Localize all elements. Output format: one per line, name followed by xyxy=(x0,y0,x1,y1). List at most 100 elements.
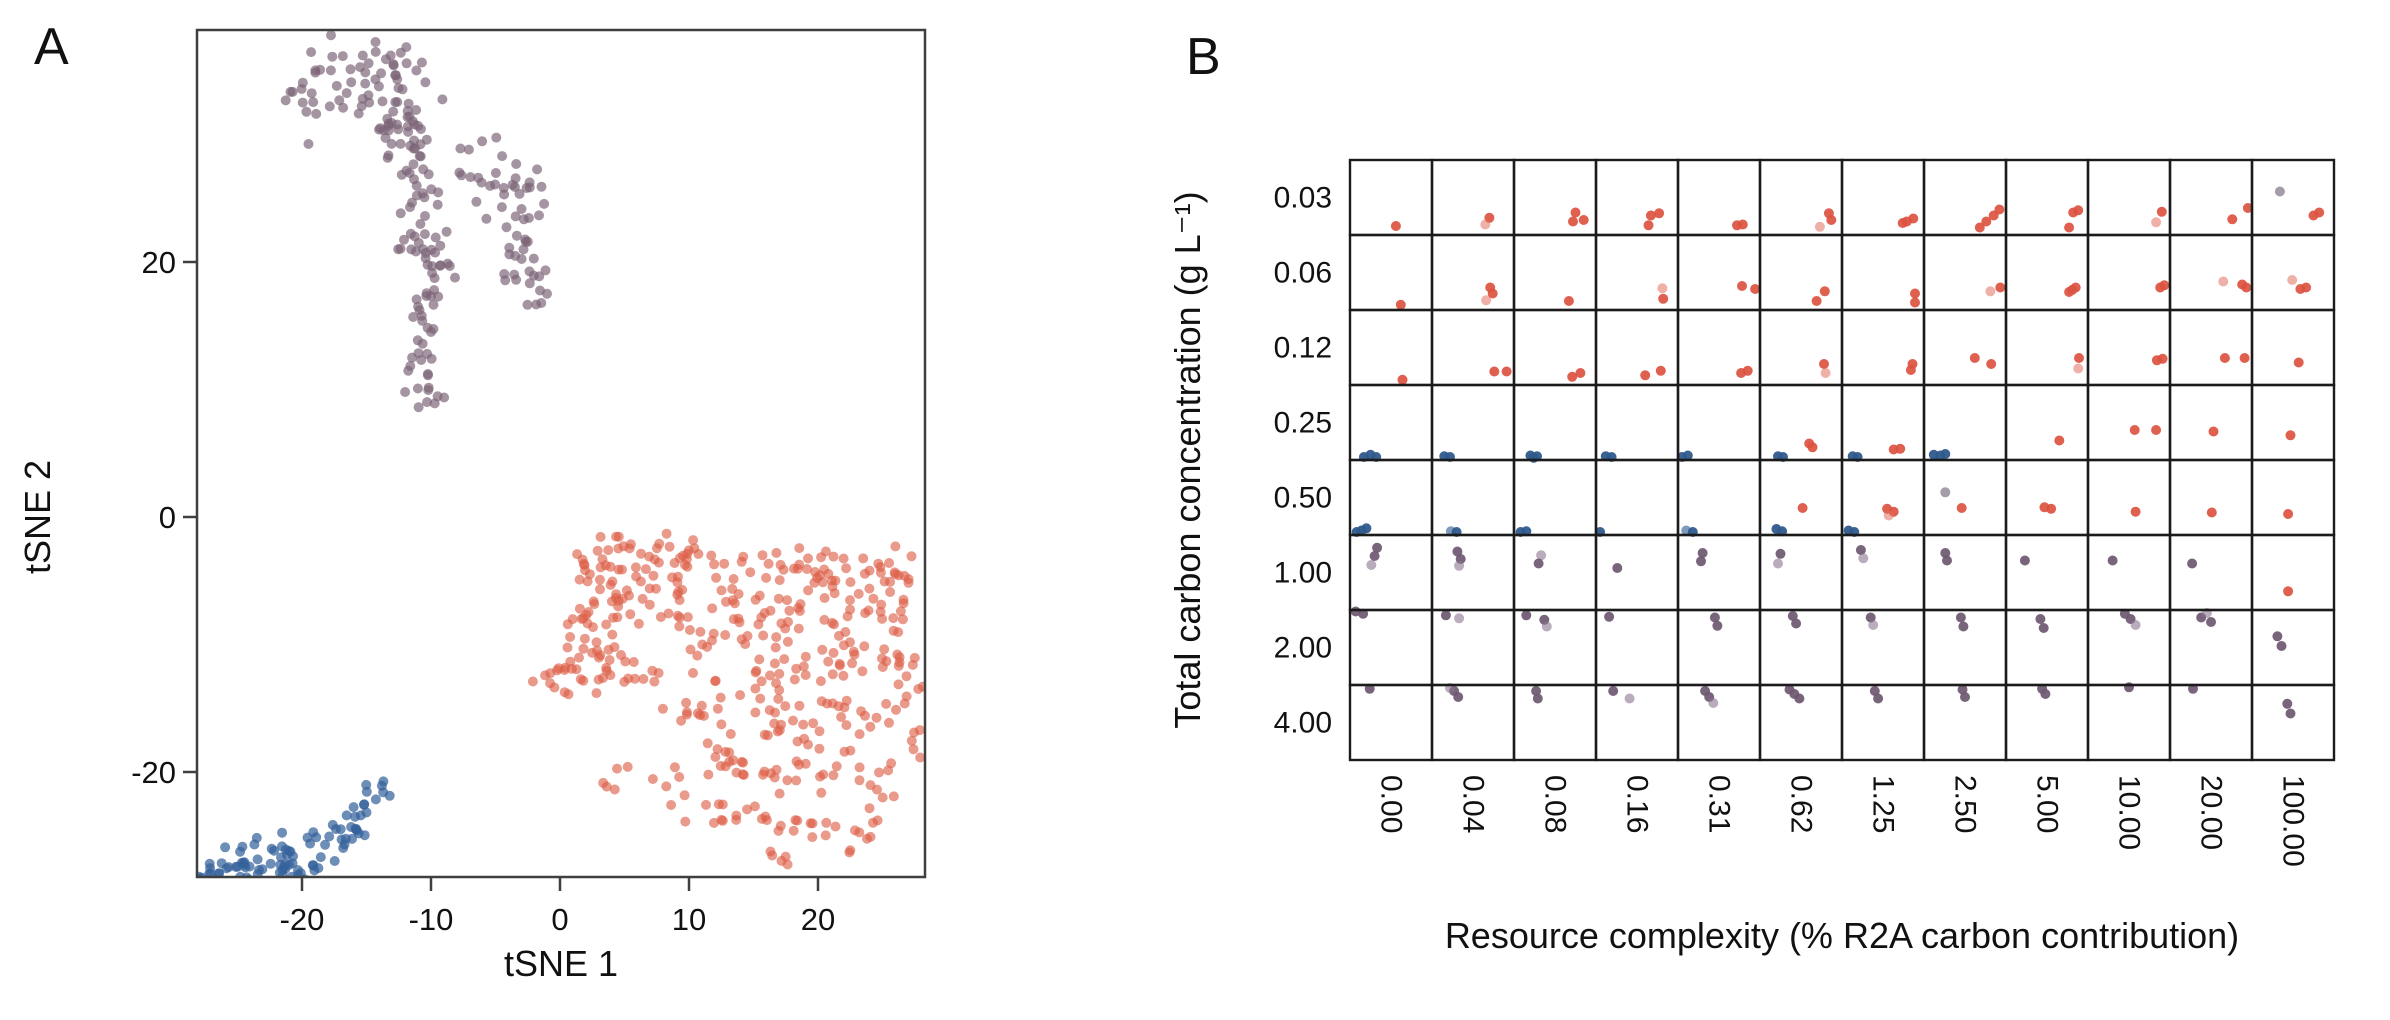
facet-cell-border xyxy=(1512,233,1598,312)
col-label-20.00: 20.00 xyxy=(2195,775,2228,850)
facet-cell-r1c0 xyxy=(1395,299,1406,310)
facet-cell-r5c1 xyxy=(1452,546,1466,571)
facet-cell-r6c11 xyxy=(2272,631,2287,651)
facet-cell-border xyxy=(1430,608,1516,687)
facet-cell-r0c11 xyxy=(2274,186,2325,221)
facet-cell-border xyxy=(2168,683,2254,762)
facet-cell-border xyxy=(1758,533,1844,612)
facet-grid-lines xyxy=(1348,158,2336,762)
facet-cell-r3c10 xyxy=(2208,426,2219,437)
facet-cell-r5c7 xyxy=(1940,548,1952,566)
facet-cell-border xyxy=(2250,383,2336,462)
facet-cell-border xyxy=(1348,683,1434,762)
facet-cell-border xyxy=(2086,383,2172,462)
col-label-100.00: 100.00 xyxy=(2277,775,2310,867)
facet-cell-r6c8 xyxy=(2035,614,2049,633)
facet-cell-r0c5 xyxy=(1814,208,1837,232)
facet-cell-border xyxy=(1922,233,2008,312)
cluster-purple-community xyxy=(280,30,552,413)
facet-cell-r5c2 xyxy=(1533,550,1547,569)
facet-cell-r2c5 xyxy=(1819,359,1831,378)
facet-cell-border xyxy=(1594,383,1680,462)
facet-cell-border xyxy=(1430,533,1516,612)
facet-cell-border xyxy=(2168,458,2254,537)
facet-cell-border xyxy=(1758,383,1844,462)
col-label-0.31: 0.31 xyxy=(1703,775,1736,833)
facet-cell-border xyxy=(1430,458,1516,537)
col-label-0.16: 0.16 xyxy=(1621,775,1654,833)
facet-cell-border xyxy=(2004,608,2090,687)
facet-cell-r1c6 xyxy=(1910,288,1920,308)
facet-cell-border xyxy=(1594,458,1680,537)
facet-cell-r0c9 xyxy=(2151,206,2167,228)
facet-cell-border xyxy=(2004,533,2090,612)
panel-a: A -20 -10 0 10 20 20 0 -20 tSNE 1 tSNE 2 xyxy=(17,18,927,984)
facet-cell-border xyxy=(1758,233,1844,312)
facet-cell-border xyxy=(1922,458,2008,537)
facet-cell-r4c6 xyxy=(1843,503,1899,537)
row-label-2.00: 2.00 xyxy=(1274,632,1332,665)
col-label-0.08: 0.08 xyxy=(1539,775,1572,833)
facet-cell-border xyxy=(1840,383,1926,462)
facet-cell-border xyxy=(2250,233,2336,312)
facet-cell-border xyxy=(1594,683,1680,762)
facet-cell-r7c9 xyxy=(2124,682,2134,693)
facet-cell-border xyxy=(1430,383,1516,462)
facet-cell-r3c5 xyxy=(1773,438,1818,462)
facet-cell-r2c4 xyxy=(1736,365,1753,378)
facet-cell-border xyxy=(2250,533,2336,612)
facet-cell-r5c10 xyxy=(2187,558,2198,569)
facet-cell-border xyxy=(2168,233,2254,312)
cluster-red-community xyxy=(527,528,925,870)
facet-cell-r0c6 xyxy=(1897,213,1919,228)
facet-grid-points xyxy=(1350,186,2325,719)
facet-cell-r0c1 xyxy=(1480,212,1495,230)
facet-cell-r6c6 xyxy=(1865,612,1879,630)
facet-cell-r1c3 xyxy=(1657,283,1669,304)
facet-cell-r6c5 xyxy=(1787,611,1802,629)
facet-cell-r5c9 xyxy=(2107,555,2118,566)
col-label-5.00: 5.00 xyxy=(2031,775,2064,833)
facet-cell-border xyxy=(2004,233,2090,312)
row-label-0.25: 0.25 xyxy=(1274,407,1332,440)
facet-cell-r2c8 xyxy=(2073,353,2084,374)
col-label-2.50: 2.50 xyxy=(1949,775,1982,833)
facet-cell-border xyxy=(1922,158,2008,237)
facet-cell-r1c7 xyxy=(1985,282,2006,297)
facet-cell-r1c10 xyxy=(2218,276,2252,293)
row-label-0.06: 0.06 xyxy=(1274,257,1332,290)
facet-cell-r5c3 xyxy=(1612,563,1623,573)
y-tick-label: -20 xyxy=(131,755,176,790)
col-label-0.04: 0.04 xyxy=(1457,775,1490,833)
facet-cell-r1c5 xyxy=(1811,286,1830,306)
facet-cell-r2c3 xyxy=(1640,365,1666,381)
facet-cell-border xyxy=(2086,308,2172,387)
facet-cell-r0c4 xyxy=(1732,219,1748,231)
facet-cell-border xyxy=(1676,533,1762,612)
facet-cell-r1c4 xyxy=(1737,281,1761,294)
panel-b-x-axis-title: Resource complexity (% R2A carbon contri… xyxy=(1445,915,2239,956)
y-tick-label: 20 xyxy=(142,245,176,280)
facet-cell-border xyxy=(2086,458,2172,537)
facet-cell-border xyxy=(1430,683,1516,762)
facet-cell-border xyxy=(1840,158,1926,237)
panel-a-letter: A xyxy=(34,18,69,76)
col-label-1.25: 1.25 xyxy=(1867,775,1900,833)
facet-cell-r2c2 xyxy=(1567,368,1586,382)
row-label-0.50: 0.50 xyxy=(1274,482,1332,515)
facet-cell-r6c9 xyxy=(2119,608,2141,630)
facet-cell-border xyxy=(2004,458,2090,537)
facet-cell-r2c1 xyxy=(1489,366,1512,377)
facet-cell-border xyxy=(2168,308,2254,387)
facet-cell-r1c9 xyxy=(2155,280,2170,293)
facet-cell-r4c8 xyxy=(2039,502,2057,514)
x-tick-label: 20 xyxy=(801,902,835,937)
facet-cell-r6c1 xyxy=(1440,610,1465,624)
facet-cell-border xyxy=(2168,158,2254,237)
facet-cell-border xyxy=(1594,533,1680,612)
facet-cell-r5c0 xyxy=(1366,542,1383,570)
facet-cell-r7c4 xyxy=(1700,686,1719,708)
facet-cell-r1c1 xyxy=(1481,282,1498,306)
facet-cell-r7c3 xyxy=(1608,686,1635,704)
